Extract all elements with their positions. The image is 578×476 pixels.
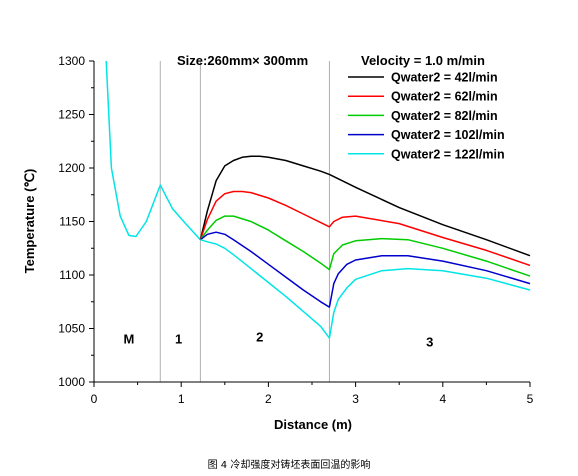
x-tick-label: 5 [527,392,534,406]
y-tick-label: 1100 [59,268,85,282]
y-tick-label: 1200 [58,161,85,175]
y-tick-label: 1300 [58,54,85,68]
series-line-2 [199,215,531,277]
zone-label-0: M [123,331,134,346]
x-tick-label: 2 [265,392,272,406]
y-tick-label: 1000 [58,375,85,389]
velocity-annotation: Velocity = 1.0 m/min [361,53,485,68]
series-line-1 [199,190,531,267]
x-tick-label: 4 [439,392,446,406]
zone-label-3: 3 [426,335,433,350]
legend-label-2: Qwater2 = 82l/min [391,109,498,123]
series-line-3 [199,231,531,308]
legend-label-4: Qwater2 = 122l/min [391,147,505,161]
series-line-4 [200,238,531,339]
x-tick-label: 3 [352,392,359,406]
x-axis-title: Distance (m) [274,417,352,432]
figure-caption: 图 4 冷却强度对铸坯表面回温的影响 [207,460,371,471]
zone-label-2: 2 [256,329,263,344]
legend-label-0: Qwater2 = 42l/min [391,71,498,85]
size-annotation: Size:260mm× 300mm [177,53,308,68]
x-tick-label: 1 [178,392,185,406]
common-mold-segment-line [105,60,201,241]
legend-label-1: Qwater2 = 62l/min [391,90,498,104]
y-axis-title: Temperature (℃) [22,169,37,274]
legend-label-3: Qwater2 = 102l/min [391,128,505,142]
zone-label-1: 1 [175,331,182,346]
x-tick-label: 0 [91,392,98,406]
y-tick-label: 1150 [59,215,85,229]
series-line-0 [199,155,531,257]
y-tick-label: 1050 [58,322,85,336]
y-tick-label: 1250 [58,108,85,122]
